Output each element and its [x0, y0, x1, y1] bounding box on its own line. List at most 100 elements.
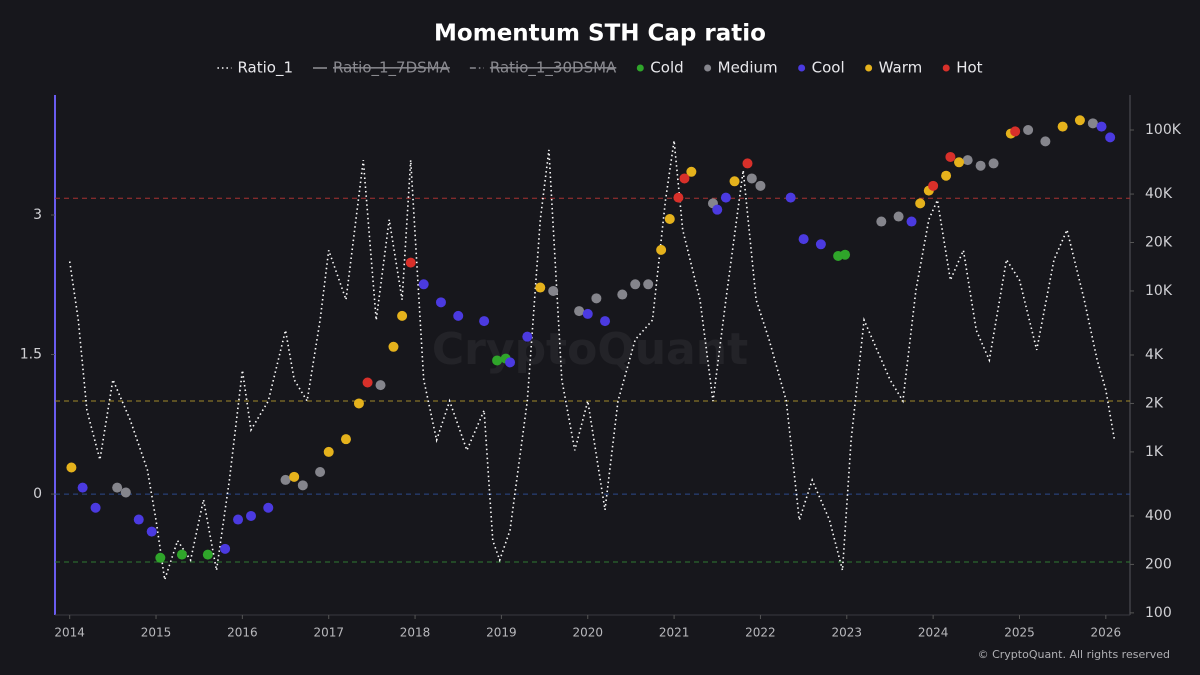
price-dot [289, 471, 300, 482]
x-tick-label: 2021 [659, 626, 690, 640]
price-dot [176, 549, 187, 560]
legend-item: Medium [704, 59, 778, 77]
price-dot [155, 552, 166, 563]
legend-label: Ratio_1 [237, 59, 293, 78]
price-dot [405, 257, 416, 268]
price-dot [906, 216, 917, 227]
x-tick-label: 2024 [918, 626, 949, 640]
price-dot [630, 279, 641, 290]
price-dot [479, 316, 490, 327]
x-tick-label: 2015 [141, 626, 172, 640]
legend-item: Cool [798, 59, 845, 77]
legend-marker [942, 64, 950, 72]
credit: © CryptoQuant. All rights reserved [978, 648, 1170, 661]
x-tick-label: 2017 [313, 626, 344, 640]
x-tick-label: 2014 [54, 626, 85, 640]
price-dot [945, 151, 956, 162]
y-tick-label: 0 [33, 486, 42, 502]
price-dot [315, 467, 326, 478]
price-dot [1040, 136, 1051, 147]
watermark: CryptoQuant [432, 324, 748, 375]
price-dot [90, 502, 101, 513]
legend-label: Hot [956, 59, 982, 77]
price-dot [112, 482, 123, 493]
x-tick-label: 2022 [745, 626, 776, 640]
price-dot [146, 526, 157, 537]
price-dot [340, 434, 351, 445]
price-dot [375, 380, 386, 391]
price-dot [729, 176, 740, 187]
legend-label: Ratio_1_7DSMA [333, 59, 451, 78]
price-dot [66, 462, 77, 473]
legend-item: Ratio_1_30DSMA [469, 59, 617, 78]
y-tick-label: 3 [33, 207, 42, 223]
legend-marker [798, 64, 806, 72]
price-dot [746, 173, 757, 184]
price-dot [941, 170, 952, 181]
x-tick-label: 2023 [832, 626, 863, 640]
x-tick-label: 2019 [486, 626, 517, 640]
legend-item: Cold [636, 59, 684, 77]
price-dot [656, 244, 667, 255]
x-tick-label: 2018 [400, 626, 431, 640]
y2-tick-label: 4K [1145, 347, 1164, 363]
y2-tick-label: 40K [1145, 186, 1173, 202]
price-dot [1010, 126, 1021, 137]
x-tick-label: 2020 [572, 626, 603, 640]
price-dot [591, 293, 602, 304]
price-dot [954, 157, 965, 168]
price-dot [686, 166, 697, 177]
legend-marker [865, 64, 873, 72]
legend-marker [704, 64, 712, 72]
price-dot [353, 398, 364, 409]
y2-tick-label: 100K [1145, 122, 1182, 138]
price-dot [1096, 121, 1107, 132]
price-dot [133, 514, 144, 525]
price-dot [323, 446, 334, 457]
price-dot [535, 282, 546, 293]
price-dot [505, 357, 516, 368]
price-dot [1105, 132, 1116, 143]
y2-tick-label: 100 [1145, 605, 1172, 621]
price-dot [600, 316, 611, 327]
price-dot [643, 279, 654, 290]
legend-label: Warm [879, 59, 923, 77]
y2-tick-label: 2K [1145, 395, 1164, 411]
price-dot [233, 514, 244, 525]
price-dot [522, 331, 533, 342]
legend-label: Cool [812, 59, 845, 77]
price-dot [388, 341, 399, 352]
price-dot [418, 279, 429, 290]
price-dot [453, 310, 464, 321]
price-dot [755, 180, 766, 191]
price-dot [297, 480, 308, 491]
chart-title: Momentum STH Cap ratio [434, 21, 766, 47]
price-dot [246, 510, 257, 521]
price-dot [397, 310, 408, 321]
price-dot [840, 249, 851, 260]
price-dot [742, 158, 753, 169]
legend-item: Hot [942, 59, 983, 77]
legend: Ratio_1 Ratio_1_7DSMA Ratio_1_30DSMA Cold Me… [217, 59, 983, 78]
x-tick-label: 2026 [1091, 626, 1122, 640]
price-dot [962, 155, 973, 166]
price-dot [120, 487, 131, 498]
price-dot [720, 192, 731, 203]
legend-item: Warm [865, 59, 922, 77]
price-dot [928, 180, 939, 191]
price-dot [574, 306, 585, 317]
price-dot [876, 216, 887, 227]
price-dot [582, 308, 593, 319]
x-tick-label: 2025 [1004, 626, 1035, 640]
price-dot [77, 482, 88, 493]
price-dot [988, 158, 999, 169]
y2-tick-label: 10K [1145, 283, 1173, 299]
price-dot [975, 160, 986, 171]
legend-label: Medium [718, 59, 778, 77]
y2-tick-label: 1K [1145, 444, 1164, 460]
price-dot [548, 285, 559, 296]
price-dot [617, 289, 628, 300]
legend-label: Cold [650, 59, 683, 77]
